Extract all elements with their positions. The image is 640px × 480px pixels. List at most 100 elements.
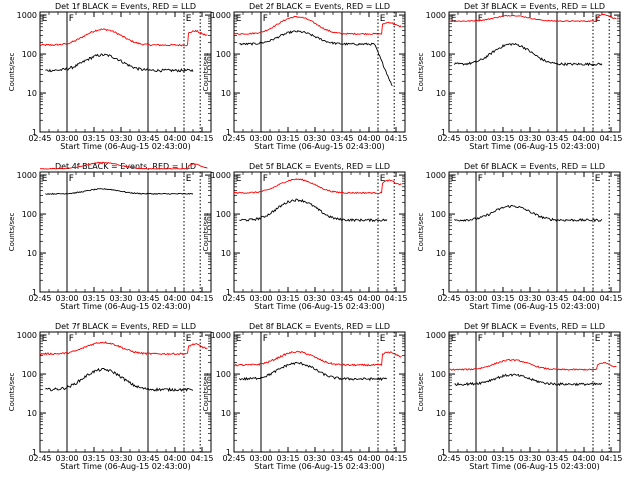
x-axis-label: Start Time (06-Aug-15 02:43:00) xyxy=(60,302,191,311)
y-tick-label: 1000 xyxy=(426,171,446,180)
x-tick-label: 03:45 xyxy=(330,134,353,143)
marker-letter: E xyxy=(236,14,242,24)
y-axis-label: Counts/sec xyxy=(202,373,210,412)
y-tick-label: 10 xyxy=(436,409,446,418)
panel-title: Det 3f BLACK = Events, RED = LLD xyxy=(464,2,605,11)
marker-letter: E xyxy=(236,334,242,344)
x-tick-label: 03:00 xyxy=(249,134,272,143)
marker-letter: F xyxy=(263,174,268,184)
lld-series-line xyxy=(39,28,208,47)
events-series-line xyxy=(239,198,388,223)
y-tick-label: 10 xyxy=(27,89,37,98)
plot-frame xyxy=(448,11,621,133)
y-axis-label: Counts/sec xyxy=(417,213,425,252)
marker-letter: F xyxy=(478,14,483,24)
y-tick-label: 10 xyxy=(221,409,231,418)
y-tick-label: 1000 xyxy=(17,331,37,340)
y-tick-label: 1000 xyxy=(17,171,37,180)
x-tick-label: 03:30 xyxy=(303,454,326,463)
x-tick-label: 03:45 xyxy=(545,454,568,463)
y-tick-label: 1 xyxy=(226,288,231,297)
y-tick-label: 10 xyxy=(221,249,231,258)
y-tick-label: 100 xyxy=(22,50,37,59)
events-series-line xyxy=(45,53,194,73)
marker-letter: F xyxy=(263,14,268,24)
x-tick-label: 04:00 xyxy=(163,454,186,463)
panel-title: Det 2f BLACK = Events, RED = LLD xyxy=(249,2,390,11)
y-tick-label: 10 xyxy=(436,249,446,258)
x-tick-label: 03:00 xyxy=(464,134,487,143)
panel-5: Det 5f BLACK = Events, RED = LLD 1 10 100 10… xyxy=(202,162,408,311)
x-axis-label: Start Time (06-Aug-15 02:43:00) xyxy=(60,462,191,471)
marker-letter: F xyxy=(69,174,74,184)
y-tick-label: 1 xyxy=(32,128,37,137)
x-tick-label: 03:15 xyxy=(82,294,105,303)
x-tick-label: 03:45 xyxy=(136,294,159,303)
x-tick-label: 04:15 xyxy=(599,454,622,463)
marker-letter: E xyxy=(595,174,601,184)
y-axis-label: Counts/sec xyxy=(202,53,210,92)
y-tick-label: 1000 xyxy=(211,331,231,340)
y-tick-label: 1 xyxy=(441,448,446,457)
y-tick-label: 1000 xyxy=(426,11,446,20)
panel-7: Det 7f BLACK = Events, RED = LLD 1 10 100 10… xyxy=(8,322,214,471)
events-series-line xyxy=(239,29,393,87)
x-tick-label: 04:15 xyxy=(190,454,213,463)
y-tick-label: 100 xyxy=(22,370,37,379)
x-axis-label: Start Time (06-Aug-15 02:43:00) xyxy=(254,462,385,471)
plot-frame xyxy=(448,331,621,453)
y-axis-label: Counts/sec xyxy=(8,373,16,412)
x-tick-label: 04:00 xyxy=(572,294,595,303)
x-tick-label: 03:00 xyxy=(55,294,78,303)
x-tick-label: 02:45 xyxy=(222,134,245,143)
marker-letter: E xyxy=(186,174,192,184)
panel-title: Det 5f BLACK = Events, RED = LLD xyxy=(249,162,390,171)
panel-title: Det 8f BLACK = Events, RED = LLD xyxy=(249,322,390,331)
x-tick-label: 02:45 xyxy=(28,294,51,303)
x-tick-label: 03:30 xyxy=(109,134,132,143)
x-tick-label: 02:45 xyxy=(28,134,51,143)
x-tick-label: 02:45 xyxy=(222,454,245,463)
x-tick-label: 04:00 xyxy=(163,134,186,143)
x-tick-label: 03:15 xyxy=(491,294,514,303)
x-tick-label: 04:15 xyxy=(190,134,213,143)
x-axis-label: Start Time (06-Aug-15 02:43:00) xyxy=(469,302,600,311)
x-tick-label: 03:15 xyxy=(276,134,299,143)
plot-frame xyxy=(39,331,212,453)
y-tick-label: 100 xyxy=(216,370,231,379)
y-axis-label: Counts/sec xyxy=(202,213,210,252)
marker-letter: E xyxy=(380,174,386,184)
x-tick-label: 03:30 xyxy=(303,294,326,303)
x-tick-label: 03:45 xyxy=(545,294,568,303)
x-tick-label: 03:15 xyxy=(491,134,514,143)
marker-letter: E xyxy=(451,14,457,24)
x-tick-label: 03:30 xyxy=(518,294,541,303)
events-series-line xyxy=(454,204,603,223)
marker-letter: F xyxy=(478,334,483,344)
y-tick-label: 100 xyxy=(431,210,446,219)
x-tick-label: 04:15 xyxy=(384,134,407,143)
y-tick-label: 100 xyxy=(431,50,446,59)
marker-letter: E xyxy=(42,174,48,184)
y-axis-label: Counts/sec xyxy=(8,53,16,92)
marker-letter: E xyxy=(186,334,192,344)
x-axis-label: Start Time (06-Aug-15 02:43:00) xyxy=(254,302,385,311)
events-series-line xyxy=(239,361,388,382)
y-tick-label: 10 xyxy=(27,409,37,418)
lld-series-line xyxy=(448,13,617,23)
panel-3: Det 3f BLACK = Events, RED = LLD 1 10 100 10… xyxy=(417,2,623,151)
lld-series-line xyxy=(448,358,617,371)
x-axis-label: Start Time (06-Aug-15 02:43:00) xyxy=(254,142,385,151)
plot-frame xyxy=(233,331,406,453)
lld-series-line xyxy=(233,350,402,367)
x-tick-label: 03:30 xyxy=(518,134,541,143)
x-tick-label: 02:45 xyxy=(222,294,245,303)
panel-8: Det 8f BLACK = Events, RED = LLD 1 10 100 10… xyxy=(202,322,408,471)
marker-letter: F xyxy=(478,174,483,184)
marker-letter: E xyxy=(380,334,386,344)
events-series-line xyxy=(454,42,603,67)
y-tick-label: 100 xyxy=(22,210,37,219)
marker-letter: E xyxy=(595,334,601,344)
x-tick-label: 04:15 xyxy=(384,294,407,303)
